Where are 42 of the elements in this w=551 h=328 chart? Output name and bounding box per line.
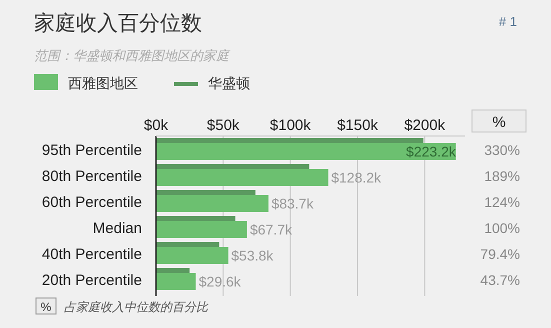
x-tick-label: $100k <box>270 117 312 134</box>
text: % <box>492 114 506 131</box>
data-label: $128.2k <box>331 170 382 186</box>
bar <box>156 195 268 212</box>
data-label: $67.7k <box>250 222 293 238</box>
data-label: $223.2k <box>406 144 457 160</box>
data-label: $53.8k <box>231 248 274 264</box>
text: 43.7% <box>480 272 520 288</box>
y-tick-label: 20th Percentile <box>42 272 142 289</box>
x-tick-label: $150k <box>337 117 378 134</box>
chart-title: 家庭收入百分位数 <box>34 12 202 35</box>
x-tick-label: $200k <box>404 117 446 134</box>
bar <box>156 247 228 264</box>
x-tick-label: $0k <box>144 117 169 134</box>
y-tick-label: 95th Percentile <box>42 142 142 159</box>
bar <box>156 169 328 186</box>
text: 189% <box>484 168 520 184</box>
bar <box>156 164 310 169</box>
text: 330% <box>484 142 520 158</box>
bar <box>156 216 236 221</box>
bar <box>156 242 220 247</box>
text: # 1 <box>498 14 517 29</box>
bar <box>156 190 256 195</box>
y-tick-label: Median <box>92 220 142 237</box>
bar <box>156 138 424 143</box>
data-label: $83.7k <box>271 196 314 212</box>
legend-label: 华盛顿 <box>208 75 250 91</box>
data-label: $29.6k <box>198 274 242 290</box>
text: 100% <box>484 220 520 236</box>
bar <box>156 143 456 160</box>
text: % 占家庭收入中位数的百分比 <box>40 300 209 314</box>
y-tick-label: 60th Percentile <box>42 194 142 211</box>
y-tick-label: 40th Percentile <box>42 246 142 263</box>
y-tick-label: 80th Percentile <box>42 168 142 185</box>
text: 79.4% <box>480 246 520 262</box>
legend-label: 西雅图地区 <box>68 75 138 91</box>
text: 124% <box>484 194 520 210</box>
bar <box>156 273 196 290</box>
chart-subtitle: 范围：华盛顿和西雅图地区的家庭 <box>34 48 231 63</box>
x-tick-label: $50k <box>206 117 240 134</box>
bar <box>156 268 190 273</box>
bar <box>156 221 247 238</box>
